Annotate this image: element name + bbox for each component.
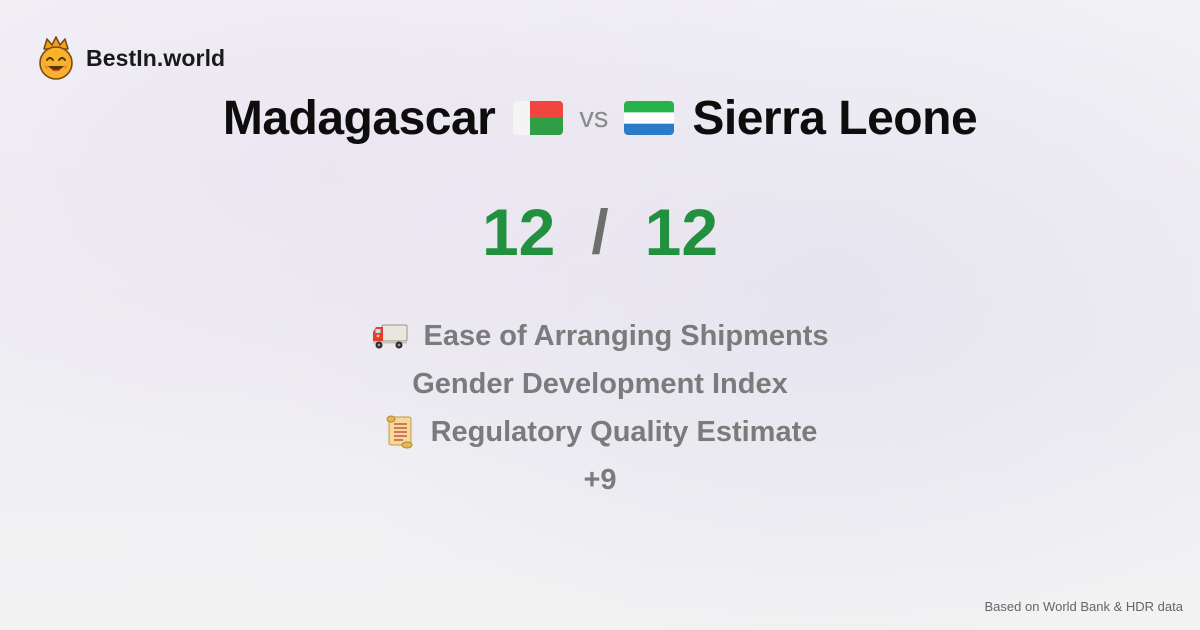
metric-label: Regulatory Quality Estimate: [430, 415, 818, 448]
brand-logo[interactable]: BestIn.world: [38, 36, 225, 80]
crown-smiley-icon: [38, 36, 74, 80]
score-comparison: 12 / 12: [0, 192, 1200, 272]
brand-name: BestIn.world: [86, 44, 226, 71]
metrics-list: Ease of Arranging Shipments Gender Devel…: [0, 312, 1200, 504]
left-score: 12: [481, 195, 556, 269]
score-separator: /: [591, 197, 609, 267]
scroll-icon: [383, 415, 415, 449]
metric-label: Ease of Arranging Shipments: [423, 319, 829, 352]
source-note: Based on World Bank & HDR data: [984, 599, 1183, 614]
right-score: 12: [644, 195, 719, 269]
list-item: Regulatory Quality Estimate: [0, 408, 1200, 456]
more-metrics-count: +9: [0, 456, 1200, 504]
comparison-title: Madagascar vs Sierra Leone: [0, 88, 1200, 148]
left-country-name: Madagascar: [222, 91, 496, 145]
more-label: +9: [583, 463, 617, 496]
list-item: Gender Development Index: [0, 360, 1200, 408]
delivery-truck-icon: [372, 321, 408, 351]
right-country-name: Sierra Leone: [692, 91, 978, 145]
madagascar-flag-icon: [513, 101, 564, 135]
list-item: Ease of Arranging Shipments: [0, 312, 1200, 360]
metric-label: Gender Development Index: [412, 367, 788, 400]
sierra-leone-flag-icon: [624, 101, 675, 135]
vs-label: vs: [579, 101, 609, 134]
